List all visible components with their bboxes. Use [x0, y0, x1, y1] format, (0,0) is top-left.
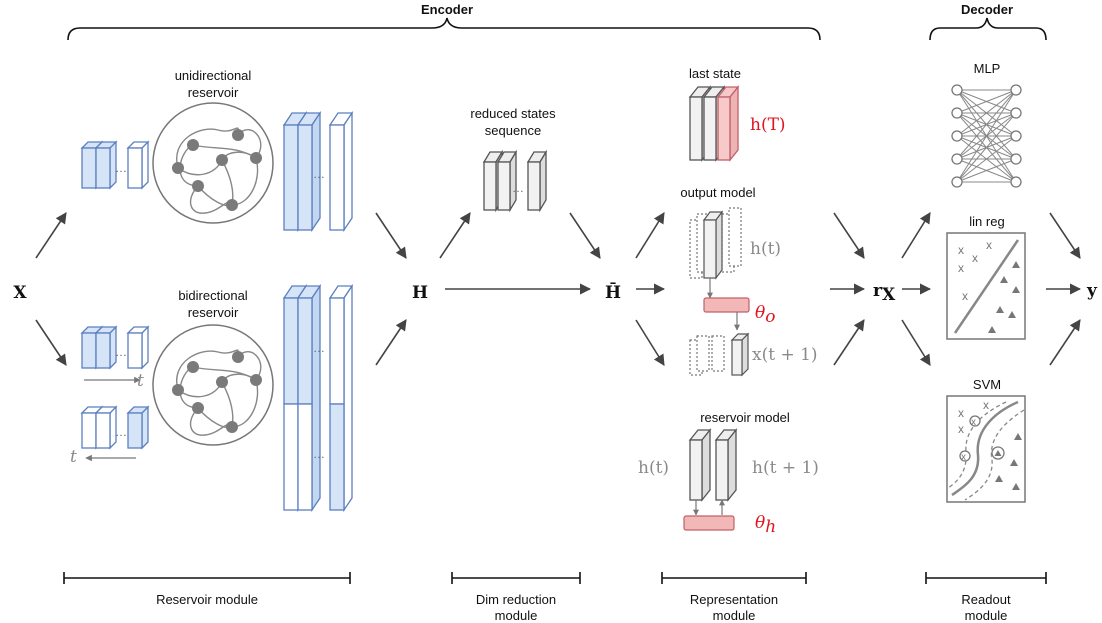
svg-text:…: …	[115, 425, 127, 439]
svg-text:x: x	[958, 406, 964, 420]
theta-o-box	[703, 297, 750, 313]
svg-text:x: x	[962, 289, 968, 303]
bi-reservoir-label-2: reservoir	[188, 305, 239, 320]
backward-time-label: t	[70, 447, 77, 467]
input-x-symbol: X	[13, 283, 27, 303]
reduced-hbar-symbol: H̄	[605, 282, 621, 303]
output-model-xt1: x(t + 1)	[752, 345, 818, 365]
linreg-label: lin reg	[969, 214, 1004, 229]
bi-reservoir-circle	[152, 324, 274, 446]
output-model-label: output model	[680, 185, 755, 200]
uni-reservoir-label-1: unidirectional	[175, 68, 252, 83]
svg-text:…: …	[313, 341, 325, 355]
output-model-states	[689, 207, 742, 280]
reduced-states-blocks	[482, 149, 548, 213]
readout-module-label-1: Readout	[961, 592, 1011, 607]
dimred-module-label-1: Dim reduction	[476, 592, 556, 607]
svg-text:x: x	[972, 251, 978, 265]
reservoir-module-label: Reservoir module	[156, 592, 258, 607]
encoder-header: Encoder	[421, 2, 473, 17]
encoder-brace	[67, 17, 821, 41]
representation-rx-symbol: rX	[873, 281, 896, 305]
last-state-label: last state	[689, 66, 741, 81]
output-model-ht: h(t)	[750, 239, 781, 259]
svg-text:x: x	[958, 243, 964, 257]
output-model-next-input	[689, 332, 750, 377]
mlp-label: MLP	[974, 61, 1001, 76]
last-state-hT: h(T)	[750, 115, 786, 135]
svg-text:x: x	[961, 452, 966, 463]
svg-text:…: …	[115, 161, 127, 175]
mlp-network	[951, 84, 1022, 188]
svg-text:x: x	[958, 261, 964, 275]
output-y-symbol: y	[1086, 281, 1098, 301]
svg-text:…: …	[313, 447, 325, 461]
theta-o-label: θo	[755, 303, 776, 327]
svg-text:x: x	[986, 238, 992, 252]
uni-states-blocks	[282, 110, 354, 233]
svg-text:x: x	[983, 398, 989, 412]
last-state-blocks	[688, 85, 740, 162]
module-brackets	[63, 572, 1047, 584]
reduced-label-1: reduced states	[470, 106, 556, 121]
uni-reservoir-label-2: reservoir	[188, 85, 239, 100]
dimred-module-label-2: module	[495, 608, 538, 623]
decoder-brace	[929, 17, 1047, 41]
bi-states-blocks	[282, 283, 354, 513]
theta-h-label: θh	[755, 513, 776, 537]
bi-reservoir-label-1: bidirectional	[178, 288, 247, 303]
svm-plot: xxx x x	[946, 395, 1026, 503]
representation-module-label-2: module	[713, 608, 756, 623]
reduced-label-2: sequence	[485, 123, 541, 138]
reservoir-model-ht: h(t)	[638, 458, 669, 478]
bi-input-blocks-backward	[80, 405, 150, 450]
decoder-header: Decoder	[961, 2, 1013, 17]
states-h-symbol: H	[412, 283, 428, 303]
svg-text:…: …	[115, 345, 127, 359]
representation-module-label-1: Representation	[690, 592, 778, 607]
svg-text:x: x	[971, 417, 976, 428]
reservoir-model-states	[688, 428, 738, 502]
uni-reservoir-circle	[152, 102, 274, 224]
forward-time-label: t	[137, 371, 144, 391]
reservoir-model-label: reservoir model	[700, 410, 790, 425]
svg-text:…: …	[512, 181, 524, 195]
readout-module-label-2: module	[965, 608, 1008, 623]
reservoir-model-ht1: h(t + 1)	[752, 458, 819, 478]
theta-h-box	[683, 515, 735, 531]
svg-text:x: x	[958, 422, 964, 436]
svm-label: SVM	[973, 377, 1001, 392]
svg-text:…: …	[313, 167, 325, 181]
bi-input-blocks-forward	[80, 325, 150, 370]
flow-arrows	[35, 212, 1082, 366]
uni-input-blocks	[80, 140, 150, 190]
